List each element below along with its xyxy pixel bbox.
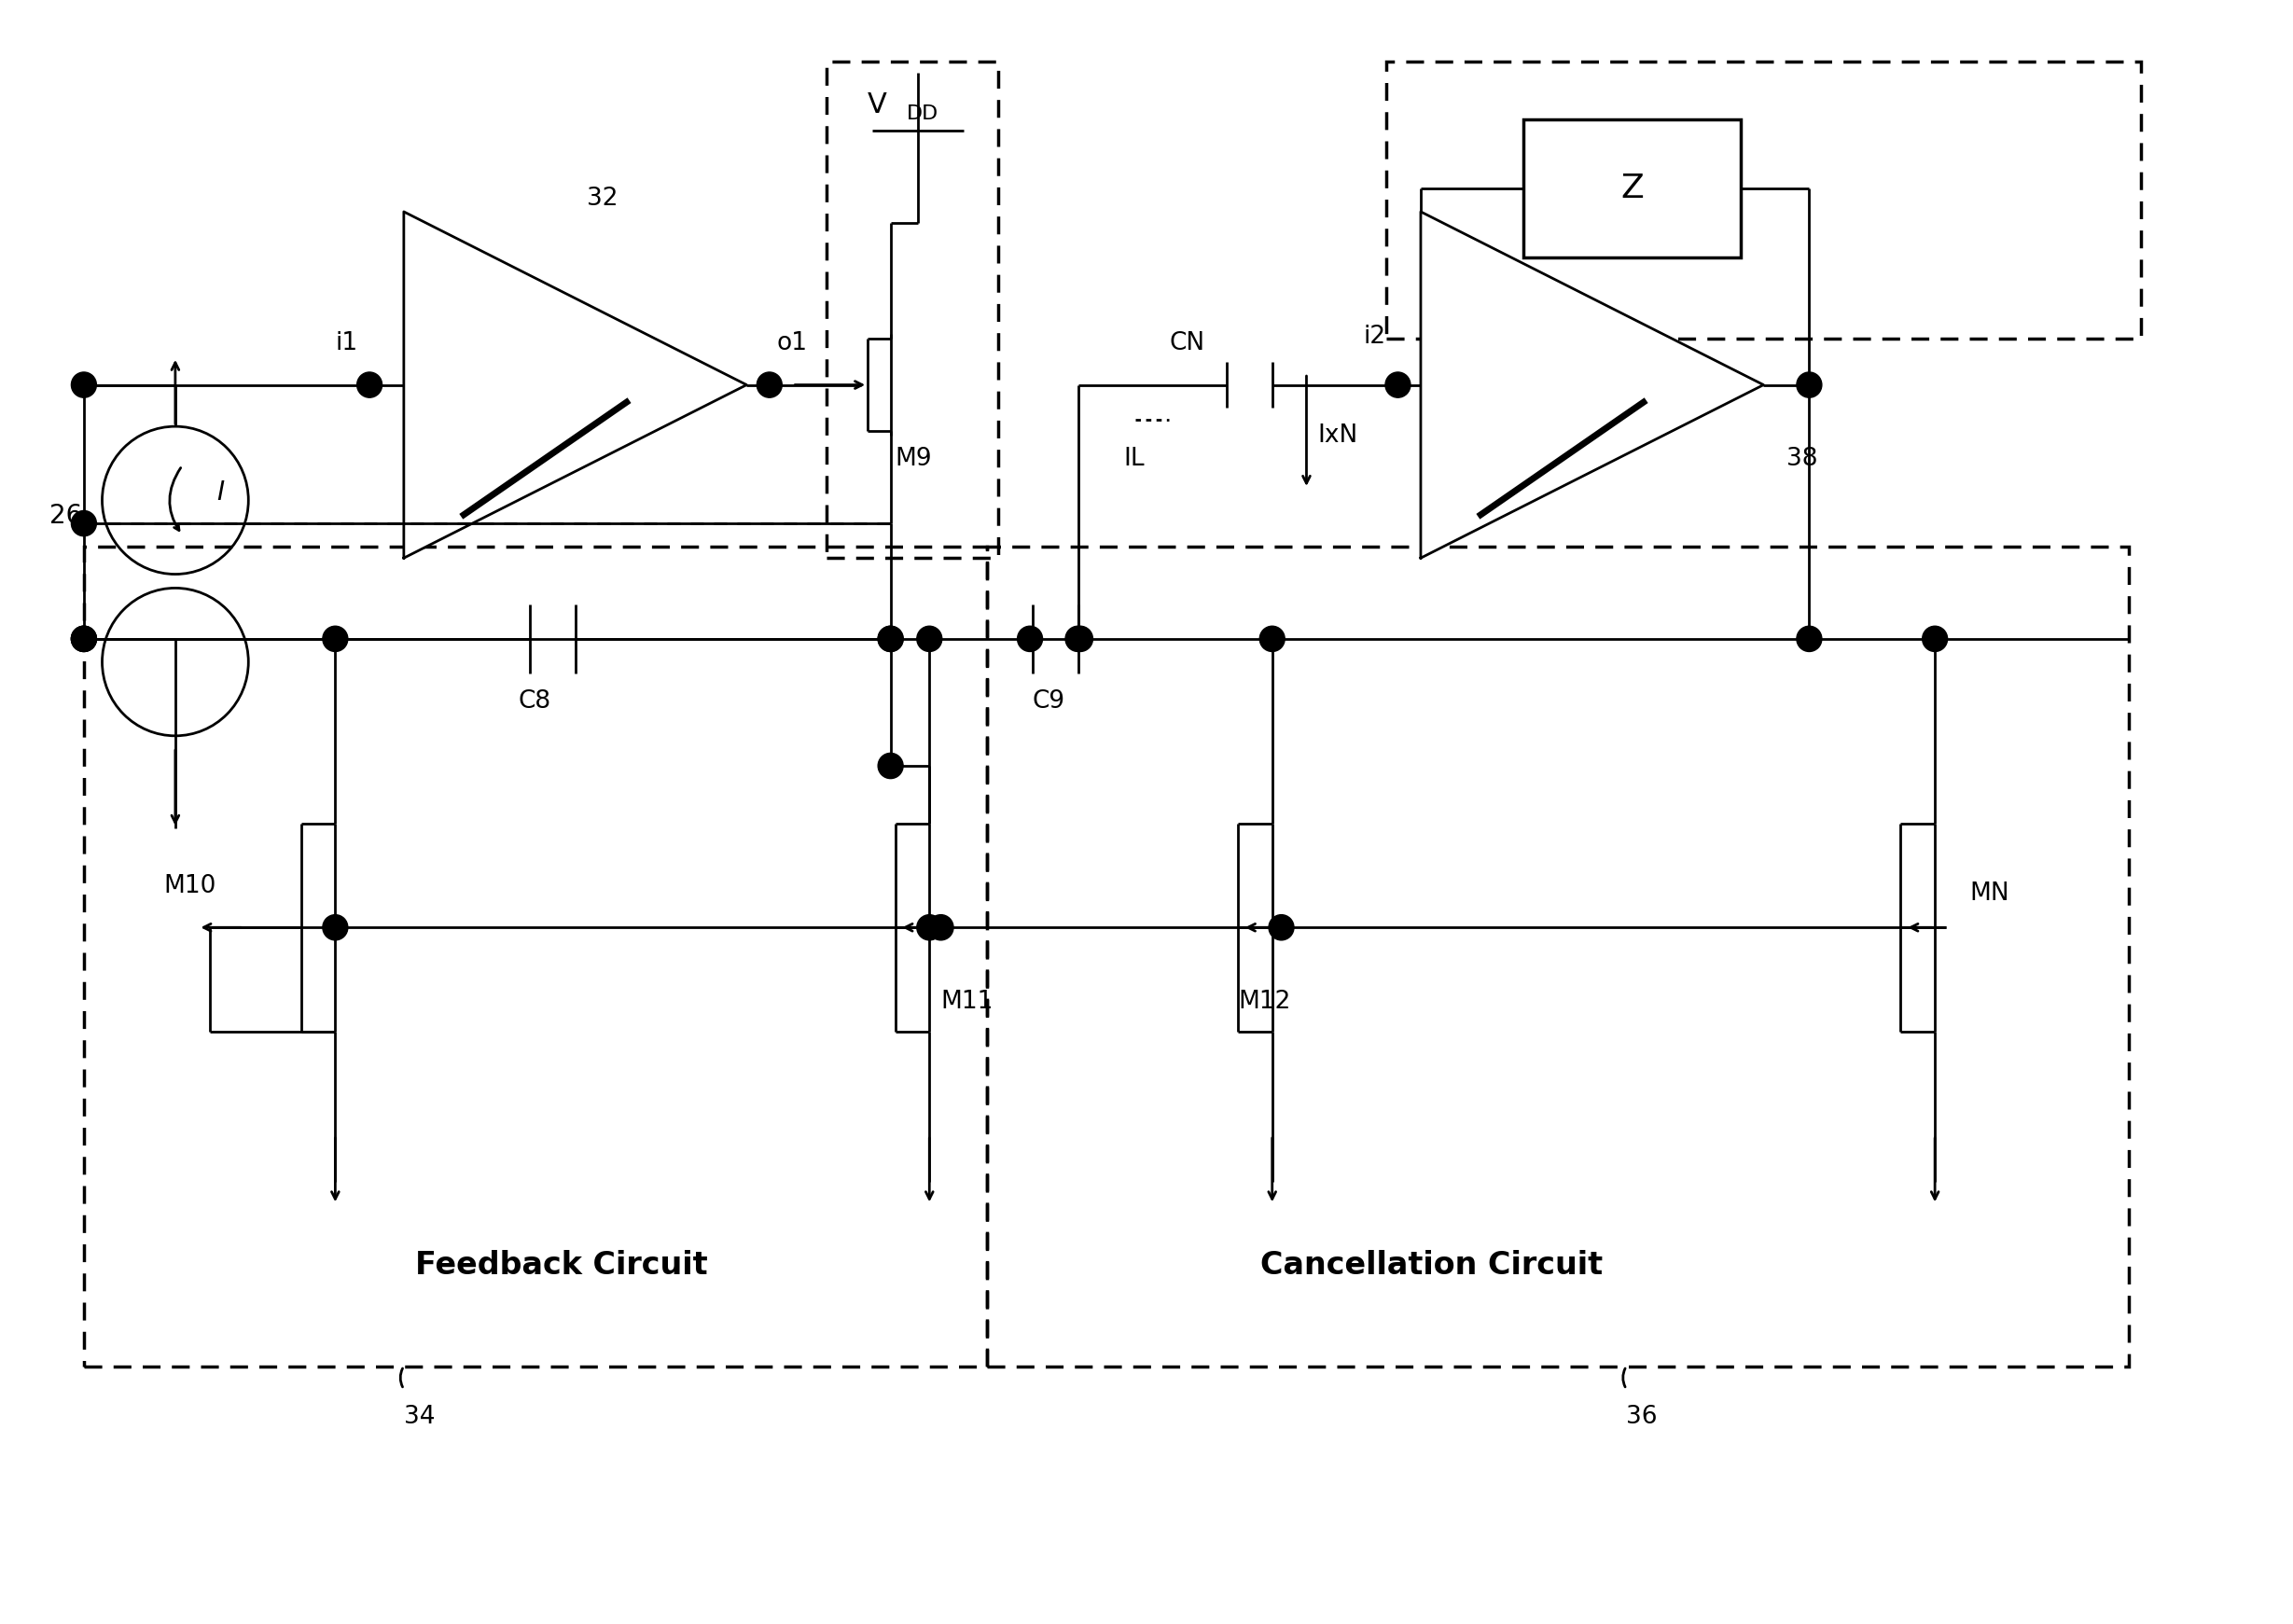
Circle shape — [917, 627, 942, 651]
Text: M9: M9 — [894, 447, 931, 471]
Text: 26: 26 — [50, 503, 83, 529]
Text: C9: C9 — [1032, 690, 1064, 713]
Circle shape — [1066, 627, 1091, 651]
Text: I: I — [216, 479, 225, 507]
Circle shape — [1018, 627, 1043, 651]
Text: M10: M10 — [163, 874, 216, 898]
Circle shape — [1385, 372, 1410, 398]
Text: V: V — [867, 91, 887, 119]
Circle shape — [929, 914, 954, 940]
Text: DD: DD — [906, 104, 938, 123]
Circle shape — [1922, 627, 1947, 651]
Circle shape — [917, 914, 942, 940]
Text: MN: MN — [1970, 882, 2009, 905]
Text: Cancellation Circuit: Cancellation Circuit — [1261, 1249, 1603, 1280]
Text: M11: M11 — [940, 989, 993, 1013]
Text: Feedback Circuit: Feedback Circuit — [415, 1249, 709, 1280]
Circle shape — [71, 627, 96, 651]
Circle shape — [358, 372, 383, 398]
Circle shape — [878, 627, 903, 651]
Text: 32: 32 — [587, 187, 617, 211]
Circle shape — [71, 510, 96, 536]
Text: 36: 36 — [1626, 1405, 1658, 1429]
Text: o1: o1 — [777, 331, 807, 356]
Text: i1: i1 — [335, 331, 358, 356]
Bar — [1523, 119, 1740, 258]
Circle shape — [878, 754, 903, 778]
Circle shape — [878, 627, 903, 651]
Text: Z: Z — [1621, 172, 1644, 205]
Text: M12: M12 — [1238, 989, 1291, 1013]
Circle shape — [71, 372, 96, 398]
Circle shape — [1259, 627, 1284, 651]
Circle shape — [71, 627, 96, 651]
Text: IL: IL — [1124, 447, 1144, 471]
Circle shape — [323, 627, 349, 651]
Circle shape — [323, 914, 349, 940]
Circle shape — [1798, 372, 1821, 398]
Polygon shape — [404, 211, 748, 559]
Circle shape — [71, 627, 96, 651]
Circle shape — [1069, 627, 1094, 651]
Text: 38: 38 — [1786, 447, 1818, 471]
Polygon shape — [1422, 211, 1763, 559]
Text: C8: C8 — [518, 690, 550, 713]
Circle shape — [757, 372, 782, 398]
Text: IxN: IxN — [1318, 424, 1357, 448]
Text: i2: i2 — [1364, 325, 1385, 349]
Text: 34: 34 — [404, 1405, 436, 1429]
Text: CN: CN — [1169, 331, 1204, 356]
Circle shape — [1268, 914, 1293, 940]
Circle shape — [1798, 627, 1821, 651]
